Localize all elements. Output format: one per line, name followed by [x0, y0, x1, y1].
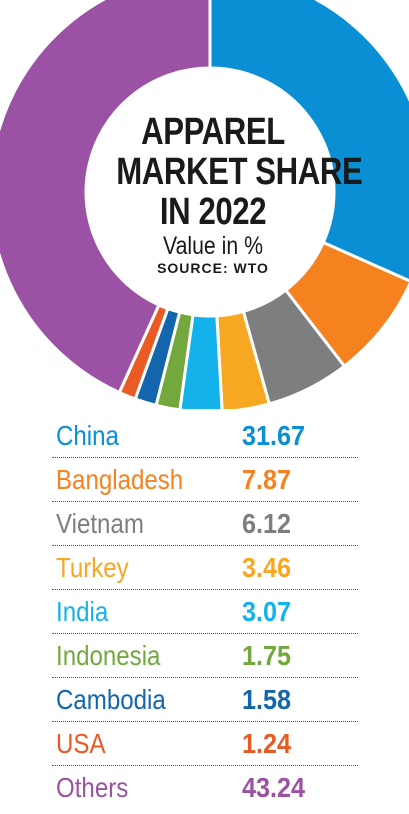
slice-china: [208, 0, 409, 283]
chart-title-line-2: MARKET SHARE: [116, 151, 363, 193]
legend-label: Cambodia: [56, 684, 166, 715]
legend-row-usa: USA 1.24: [52, 722, 358, 766]
legend-label: Turkey: [56, 552, 129, 583]
legend-table: China 31.67 Bangladesh 7.87 Vietnam 6.12 Turke…: [52, 414, 358, 809]
legend-label: Bangladesh: [56, 464, 184, 495]
data-label: 43.24: [242, 772, 306, 803]
legend-row-indonesia: Indonesia 1.75: [52, 634, 358, 678]
donut-svg: [0, 0, 409, 409]
legend-row-cambodia: Cambodia 1.58: [52, 678, 358, 722]
data-label: 1.75: [242, 640, 292, 671]
legend-label: China: [56, 420, 119, 451]
slice-others: [0, 0, 212, 395]
legend-label: India: [56, 596, 109, 627]
data-label: 3.07: [242, 596, 292, 627]
legend-row-india: India 3.07: [52, 590, 358, 634]
legend-row-bangladesh: Bangladesh 7.87: [52, 458, 358, 502]
data-label: 7.87: [242, 464, 292, 495]
legend-label: Indonesia: [56, 640, 161, 671]
data-label: 6.12: [242, 508, 292, 539]
legend-row-vietnam: Vietnam 6.12: [52, 502, 358, 546]
donut-chart: APPAREL MARKET SHARE IN 2022 Value in % …: [0, 0, 409, 409]
chart-source: SOURCE: WTO: [157, 260, 269, 276]
data-label: 1.58: [242, 684, 292, 715]
legend-row-turkey: Turkey 3.46: [52, 546, 358, 590]
legend-label: Others: [56, 772, 129, 803]
legend-row-others: Others 43.24: [52, 766, 358, 809]
chart-title-line-1: APPAREL: [141, 111, 285, 153]
chart-title-line-3: IN 2022: [159, 191, 267, 233]
chart-title: APPAREL MARKET SHARE IN 2022 Value in % …: [95, 111, 363, 276]
legend-label: USA: [56, 728, 106, 759]
data-label: 3.46: [242, 552, 292, 583]
legend-label: Vietnam: [56, 508, 144, 539]
legend-row-china: China 31.67: [52, 414, 358, 458]
data-label: 1.24: [242, 728, 292, 759]
data-label: 31.67: [242, 420, 306, 451]
chart-subtitle: Value in %: [162, 232, 264, 260]
